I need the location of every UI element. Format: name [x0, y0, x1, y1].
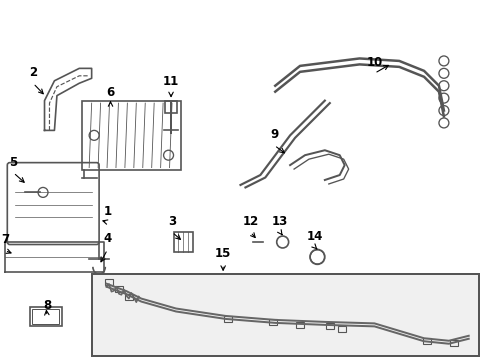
Text: 3: 3 — [168, 215, 176, 228]
Bar — [105, 279, 113, 285]
Bar — [450, 340, 458, 346]
Bar — [296, 322, 304, 328]
Text: 12: 12 — [242, 215, 259, 228]
Bar — [115, 286, 123, 292]
Bar — [338, 326, 346, 332]
Text: 1: 1 — [103, 205, 112, 218]
Text: 6: 6 — [106, 86, 115, 99]
Text: 14: 14 — [307, 230, 323, 243]
Bar — [326, 323, 334, 329]
Bar — [32, 309, 59, 324]
Text: 7: 7 — [1, 234, 9, 247]
Bar — [125, 294, 133, 300]
Bar — [82, 100, 181, 170]
Text: 4: 4 — [103, 233, 112, 246]
Bar — [269, 319, 277, 325]
Bar — [29, 306, 62, 327]
Text: 9: 9 — [270, 128, 278, 141]
Text: 15: 15 — [215, 247, 231, 260]
Bar — [173, 232, 194, 252]
Bar — [422, 338, 431, 344]
Text: 2: 2 — [29, 66, 37, 79]
Text: 5: 5 — [9, 156, 17, 168]
Text: 8: 8 — [43, 300, 51, 312]
Bar — [224, 316, 232, 322]
Text: 11: 11 — [163, 75, 179, 88]
Text: 13: 13 — [272, 215, 288, 228]
Bar — [165, 100, 177, 113]
Bar — [92, 274, 479, 356]
Text: 10: 10 — [367, 57, 383, 69]
